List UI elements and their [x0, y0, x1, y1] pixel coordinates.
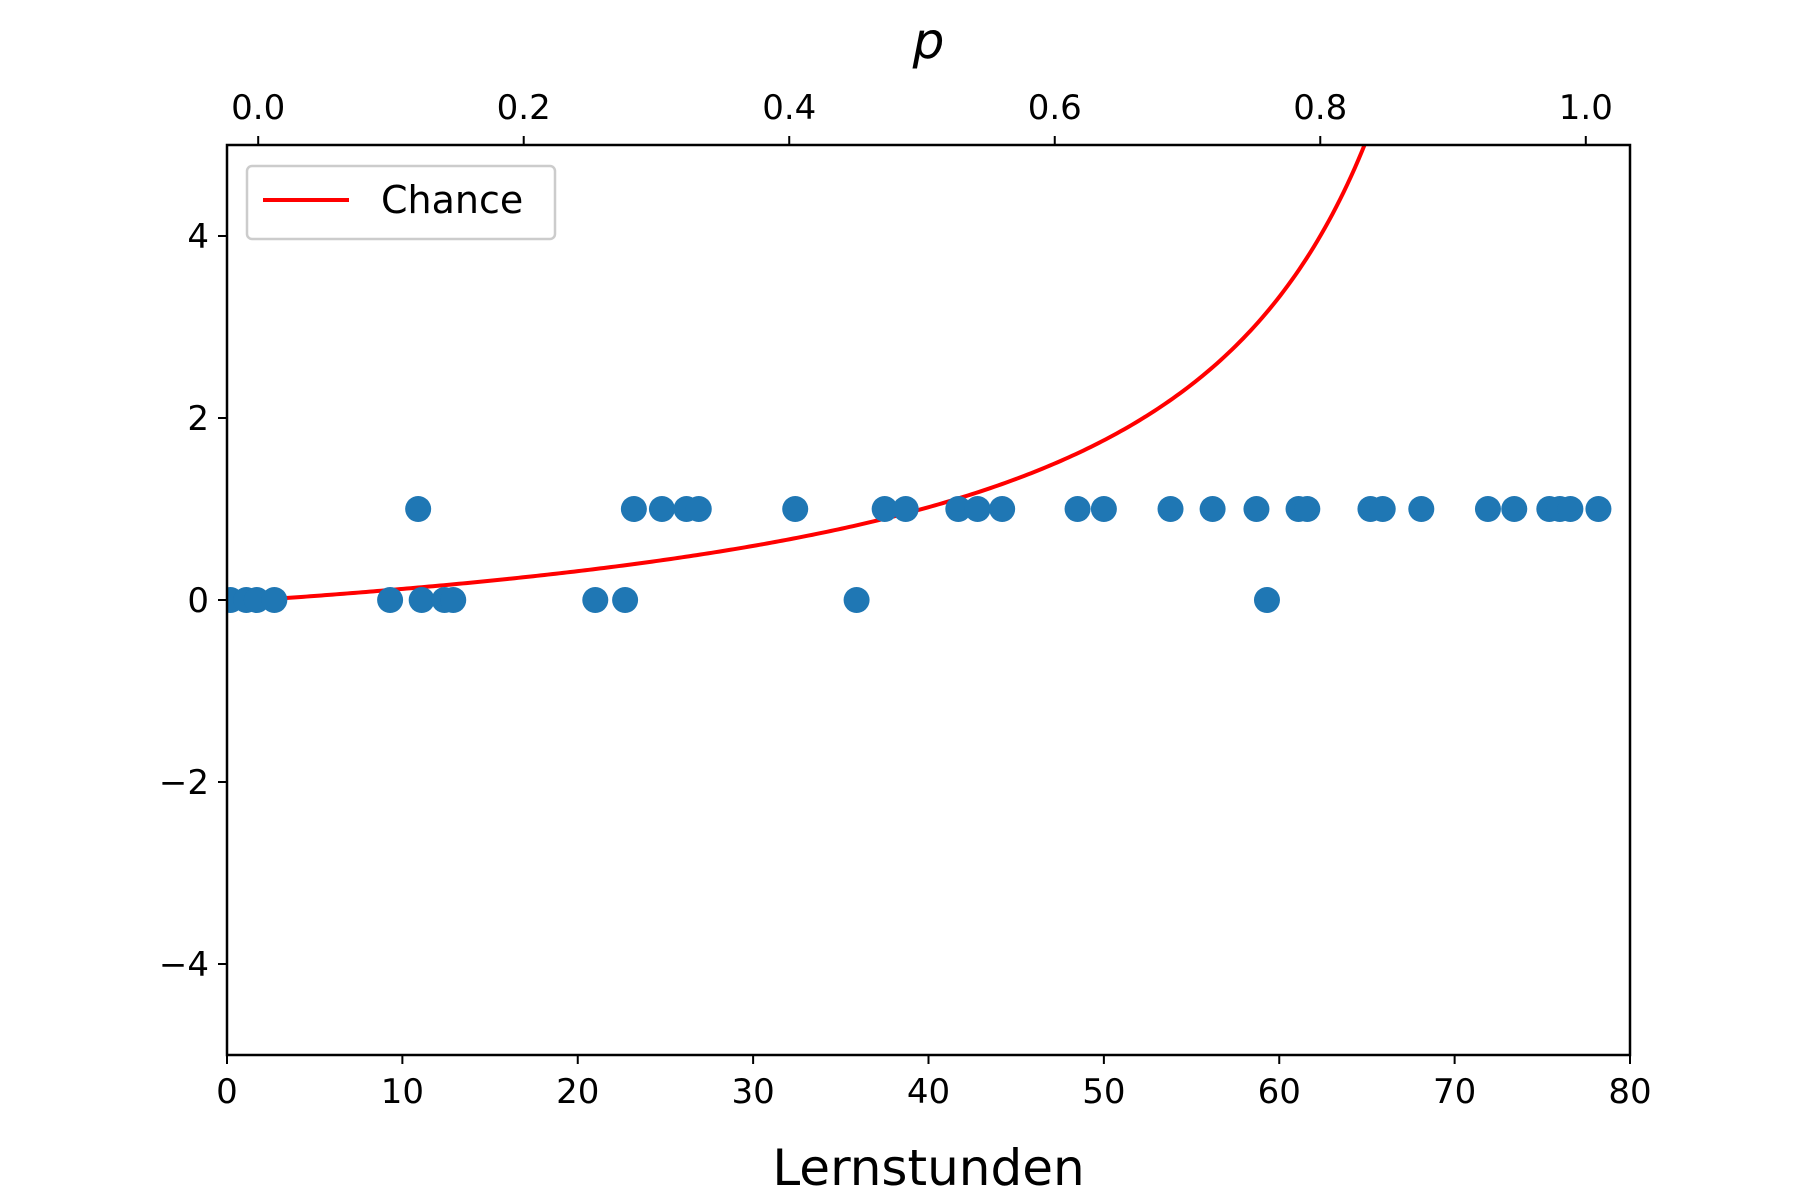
data-point — [582, 587, 609, 613]
data-point — [261, 587, 288, 613]
data-point — [1408, 496, 1435, 522]
y-tick-label: −2 — [159, 763, 209, 803]
x-tick-label: 20 — [556, 1072, 599, 1112]
x-axis: 0 10 20 30 40 50 60 70 80 — [216, 1055, 1652, 1112]
data-point — [964, 496, 991, 522]
data-point — [612, 587, 639, 613]
data-point — [871, 496, 898, 522]
data-point — [1474, 496, 1501, 522]
data-point — [945, 496, 972, 522]
x-axis-label: Lernstunden — [772, 1139, 1084, 1197]
x-tick-label: 0 — [216, 1072, 238, 1112]
data-point — [1157, 496, 1184, 522]
x-tick-label: 30 — [731, 1072, 774, 1112]
series-line-chance — [258, 145, 1367, 602]
x-tick-label: 10 — [381, 1072, 424, 1112]
x-tick-label: 50 — [1082, 1072, 1125, 1112]
data-point — [989, 496, 1016, 522]
y-tick-label: −4 — [159, 945, 209, 985]
scatter-points — [227, 496, 1612, 613]
y-tick-label: 4 — [187, 217, 209, 257]
data-point — [1243, 496, 1270, 522]
x-tick-label: 40 — [907, 1072, 950, 1112]
series-layer — [258, 145, 1367, 602]
top-x-tick-label: 0.6 — [1028, 88, 1082, 128]
data-point — [1294, 496, 1321, 522]
data-point — [1064, 496, 1091, 522]
legend: Chance — [245, 164, 557, 241]
y-tick-label: 2 — [187, 399, 209, 439]
data-point — [1090, 496, 1117, 522]
top-x-tick-label: 0.2 — [497, 88, 551, 128]
data-point — [405, 496, 432, 522]
top-x-tick-label: 0.4 — [762, 88, 816, 128]
data-point — [648, 496, 675, 522]
data-point — [1253, 587, 1280, 613]
data-point — [1199, 496, 1226, 522]
x-tick-label: 80 — [1608, 1072, 1651, 1112]
data-point — [892, 496, 919, 522]
top-x-tick-label: 1.0 — [1559, 88, 1613, 128]
top-x-axis: 0.0 0.2 0.4 0.6 0.8 1.0 — [231, 88, 1613, 145]
data-point — [408, 587, 435, 613]
y-tick-label: 0 — [187, 581, 209, 621]
data-point — [620, 496, 647, 522]
data-point — [440, 587, 467, 613]
x-tick-label: 60 — [1258, 1072, 1301, 1112]
legend-label-chance: Chance — [381, 178, 523, 222]
data-point — [1501, 496, 1528, 522]
top-x-axis-label: p — [912, 12, 945, 70]
data-point — [1369, 496, 1396, 522]
y-axis: −4 −2 0 2 4 — [159, 217, 227, 985]
data-point — [1585, 496, 1612, 522]
data-point — [843, 587, 870, 613]
x-tick-label: 70 — [1433, 1072, 1476, 1112]
data-point — [377, 587, 404, 613]
legend-box — [245, 164, 557, 241]
data-point — [1557, 496, 1584, 522]
data-point — [782, 496, 809, 522]
data-point — [685, 496, 712, 522]
top-x-tick-label: 0.0 — [231, 88, 285, 128]
top-x-tick-label: 0.8 — [1293, 88, 1347, 128]
